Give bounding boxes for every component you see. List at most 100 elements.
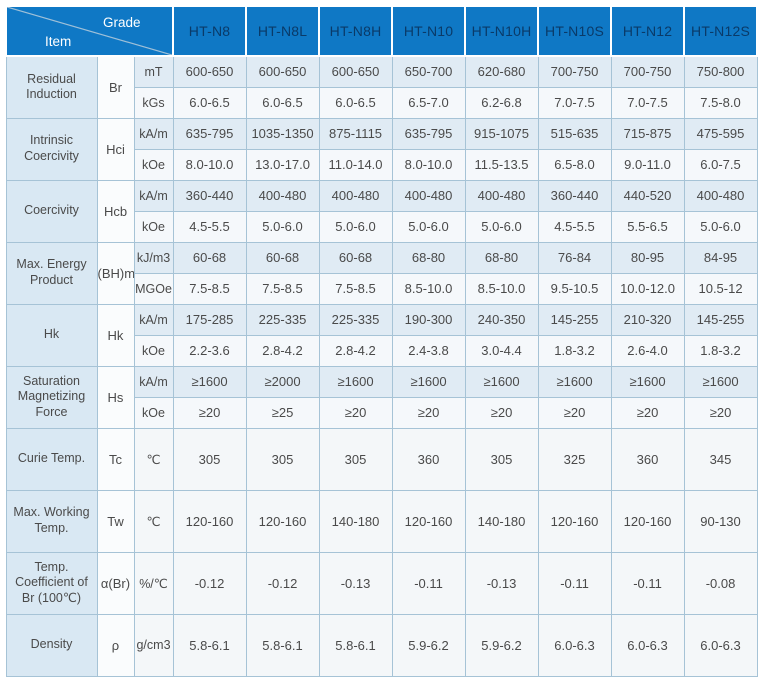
value-cell: 345: [683, 427, 758, 491]
value-cell: ≥1600: [537, 365, 612, 398]
value-cell: 620-680: [464, 55, 539, 88]
value-cell: 8.5-10.0: [464, 272, 539, 305]
value-cell: 5.5-6.5: [610, 210, 685, 243]
table-row: Intrinsic Coercivity Hci kA/m 635-795 1035-1…: [5, 117, 758, 181]
value-cell: 750-800: [683, 55, 758, 88]
unit-cell: kGs: [133, 86, 174, 119]
unit-cell: kA/m: [133, 117, 174, 150]
value-cell: 2.2-3.6: [172, 334, 247, 367]
table-row: MGOe 7.5-8.5 7.5-8.5 7.5-8.5 8.5-10.0 8.5-10.…: [6, 272, 758, 305]
value-cell: 68-80: [391, 241, 466, 274]
value-cell: 6.0-7.5: [683, 148, 758, 181]
item-axis-label: Item: [45, 34, 72, 49]
value-cell: 715-875: [610, 117, 685, 150]
table-row: kGs 6.0-6.5 6.0-6.5 6.0-6.5 6.5-7.0 6.2-6.8 7.…: [6, 86, 758, 119]
grade-column-header: HT-N12: [610, 5, 686, 57]
value-cell: 6.0-6.3: [537, 613, 612, 677]
value-cell: 635-795: [391, 117, 466, 150]
value-cell: 6.5-7.0: [391, 86, 466, 119]
value-cell: 120-160: [172, 489, 247, 553]
value-cell: 1035-1350: [245, 117, 320, 150]
symbol-cell: Hk: [96, 303, 135, 367]
symbol-cell: Hcb: [96, 179, 135, 243]
value-cell: 6.0-6.3: [610, 613, 685, 677]
item-cell: Curie Temp.: [5, 427, 98, 491]
table-header: Grade Item HT-N8 HT-N8L HT-N8H HT-N10 HT-N10…: [4, 5, 759, 57]
value-cell: 515-635: [537, 117, 612, 150]
value-cell: 5.0-6.0: [683, 210, 758, 243]
value-cell: ≥25: [245, 396, 320, 429]
value-cell: 360: [610, 427, 685, 491]
symbol-cell: (BH)m: [96, 241, 135, 305]
value-cell: 400-480: [464, 179, 539, 212]
value-cell: 7.5-8.5: [318, 272, 393, 305]
value-cell: 90-130: [683, 489, 758, 553]
unit-cell: MGOe: [133, 272, 174, 305]
value-cell: 915-1075: [464, 117, 539, 150]
value-cell: 68-80: [464, 241, 539, 274]
value-cell: 875-1115: [318, 117, 393, 150]
grade-column-header: HT-N10S: [537, 5, 613, 57]
value-cell: 5.8-6.1: [172, 613, 247, 677]
value-cell: 5.9-6.2: [464, 613, 539, 677]
value-cell: 8.0-10.0: [172, 148, 247, 181]
value-cell: 2.4-3.8: [391, 334, 466, 367]
value-cell: 7.0-7.5: [610, 86, 685, 119]
unit-cell: ℃: [133, 427, 174, 491]
value-cell: 60-68: [245, 241, 320, 274]
value-cell: 5.8-6.1: [245, 613, 320, 677]
value-cell: 140-180: [464, 489, 539, 553]
value-cell: 10.0-12.0: [610, 272, 685, 305]
value-cell: ≥20: [683, 396, 758, 429]
value-cell: 8.0-10.0: [391, 148, 466, 181]
unit-cell: %/℃: [133, 551, 174, 615]
value-cell: 175-285: [172, 303, 247, 336]
value-cell: 400-480: [391, 179, 466, 212]
value-cell: 225-335: [318, 303, 393, 336]
value-cell: 120-160: [610, 489, 685, 553]
value-cell: 4.5-5.5: [537, 210, 612, 243]
value-cell: 145-255: [537, 303, 612, 336]
value-cell: ≥1600: [610, 365, 685, 398]
item-cell: Hk: [5, 303, 98, 367]
value-cell: -0.12: [172, 551, 247, 615]
unit-cell: kOe: [133, 334, 174, 367]
grade-column-header: HT-N8: [172, 5, 248, 57]
value-cell: -0.11: [391, 551, 466, 615]
value-cell: 7.5-8.0: [683, 86, 758, 119]
value-cell: 3.0-4.4: [464, 334, 539, 367]
item-cell: Saturation Magnetizing Force: [5, 365, 98, 429]
value-cell: 700-750: [537, 55, 612, 88]
unit-cell: mT: [133, 55, 174, 88]
value-cell: -0.13: [318, 551, 393, 615]
symbol-cell: Hci: [96, 117, 135, 181]
value-cell: 2.6-4.0: [610, 334, 685, 367]
value-cell: ≥1600: [464, 365, 539, 398]
header-row: Grade Item HT-N8 HT-N8L HT-N8H HT-N10 HT-N10…: [4, 5, 759, 57]
symbol-cell: ρ: [96, 613, 135, 677]
value-cell: ≥1600: [318, 365, 393, 398]
value-cell: 11.0-14.0: [318, 148, 393, 181]
diagonal-divider: [8, 8, 171, 54]
symbol-cell: α(Br): [96, 551, 135, 615]
value-cell: 400-480: [245, 179, 320, 212]
value-cell: -0.13: [464, 551, 539, 615]
value-cell: 600-650: [318, 55, 393, 88]
table-row: Density ρ g/cm3 5.8-6.1 5.8-6.1 5.8-6.1 5.9-6.…: [5, 613, 758, 677]
value-cell: ≥20: [537, 396, 612, 429]
item-cell: Coercivity: [5, 179, 98, 243]
value-cell: ≥20: [318, 396, 393, 429]
value-cell: -0.12: [245, 551, 320, 615]
value-cell: 60-68: [318, 241, 393, 274]
value-cell: 7.0-7.5: [537, 86, 612, 119]
value-cell: ≥1600: [683, 365, 758, 398]
value-cell: 11.5-13.5: [464, 148, 539, 181]
magnet-grade-spec-table: Grade Item HT-N8 HT-N8L HT-N8H HT-N10 HT-N10…: [4, 5, 759, 677]
value-cell: 5.0-6.0: [391, 210, 466, 243]
table-row: Max. Working Temp. Tw ℃ 120-160 120-160 140-1…: [5, 489, 758, 553]
value-cell: 305: [318, 427, 393, 491]
value-cell: 7.5-8.5: [245, 272, 320, 305]
value-cell: 76-84: [537, 241, 612, 274]
symbol-cell: Tw: [96, 489, 135, 553]
